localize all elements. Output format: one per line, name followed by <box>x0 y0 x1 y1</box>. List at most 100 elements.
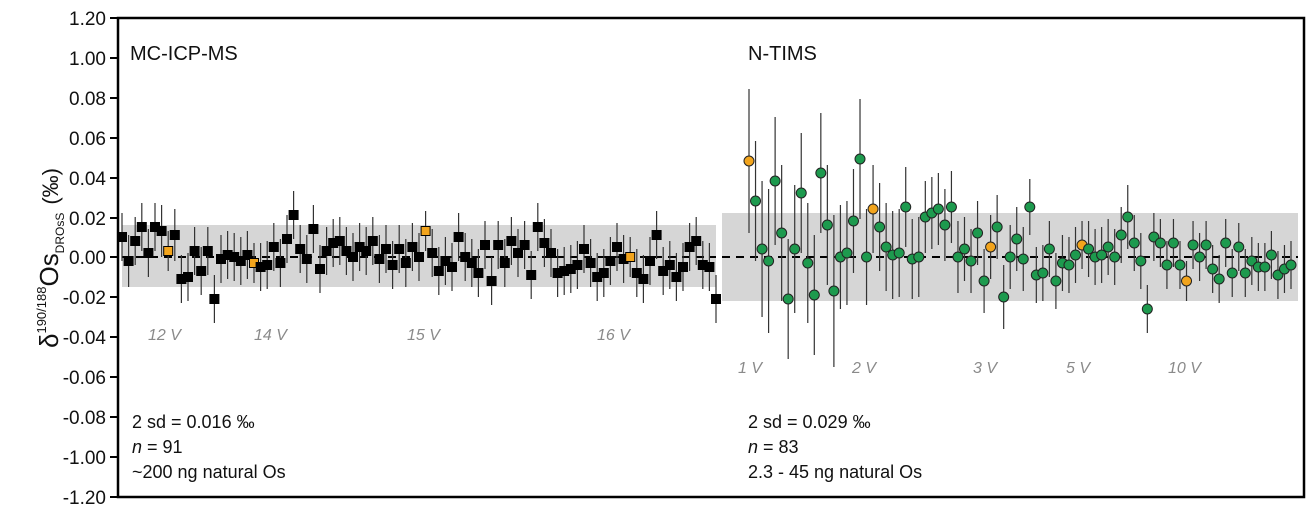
data-point <box>815 167 827 179</box>
data-point <box>123 256 134 266</box>
data-point <box>711 294 721 304</box>
data-point <box>156 226 167 236</box>
data-point <box>1239 267 1251 279</box>
data-point <box>295 244 306 254</box>
data-point <box>433 266 444 276</box>
data-point <box>526 270 537 280</box>
data-point <box>1161 259 1173 271</box>
data-point <box>381 244 391 254</box>
data-point <box>704 262 715 272</box>
data-point <box>671 272 682 282</box>
data-point <box>691 236 702 246</box>
data-point <box>440 256 451 266</box>
data-point <box>952 251 964 263</box>
y-tick-label: -1.00 <box>63 448 106 469</box>
data-point <box>1226 267 1238 279</box>
data-point <box>334 236 345 246</box>
data-point <box>1102 241 1114 253</box>
data-point <box>235 256 246 266</box>
data-point <box>308 224 319 234</box>
data-point <box>202 246 213 256</box>
data-point <box>519 240 530 250</box>
data-point <box>939 219 951 231</box>
data-point <box>1233 241 1245 253</box>
stats-sample: ~200 ng natural Os <box>132 462 286 482</box>
data-point <box>1063 259 1075 271</box>
data-point <box>1017 253 1029 265</box>
data-point <box>769 175 781 187</box>
data-point <box>473 268 484 278</box>
data-point <box>874 221 886 233</box>
data-point <box>460 252 471 262</box>
y-tick-label: -0.04 <box>63 328 107 349</box>
stats-sample: 2.3 - 45 ng natural Os <box>748 462 922 482</box>
data-point <box>750 195 762 207</box>
data-point <box>998 291 1010 303</box>
data-point <box>196 266 207 276</box>
y-axis-title: δ190/188OsDROsS(‰) <box>34 168 67 348</box>
data-point <box>268 242 279 252</box>
data-point <box>1154 237 1166 249</box>
data-point <box>1011 233 1023 245</box>
data-point <box>1265 249 1277 261</box>
data-point <box>985 241 997 253</box>
data-point <box>776 227 788 239</box>
data-point <box>913 251 925 263</box>
y-tick-label: -0.02 <box>63 288 106 309</box>
data-point <box>1109 251 1121 263</box>
data-point <box>341 246 352 256</box>
data-point <box>288 210 299 220</box>
panel-title-n-tims: N-TIMS <box>748 43 817 65</box>
data-point <box>400 258 411 268</box>
data-point <box>1207 263 1219 275</box>
stats-sd: 2 sd = 0.029 ‰ <box>748 412 871 432</box>
data-point <box>1004 251 1016 263</box>
data-points <box>117 153 1297 315</box>
data-point <box>394 244 405 254</box>
data-point <box>1187 239 1199 251</box>
data-point <box>143 248 154 258</box>
voltage-label: 10 V <box>1168 360 1202 377</box>
data-point <box>242 250 253 260</box>
data-point <box>1050 275 1062 287</box>
y-axis: 1.20 1.00 0.08 0.06 0.04 0.02 0.00 -0.02 -0.04 -0… <box>63 9 118 509</box>
y-tick-label: 0.04 <box>69 169 106 190</box>
data-point <box>321 246 332 256</box>
data-point <box>978 275 990 287</box>
y-tick-label: 0.00 <box>69 248 106 269</box>
data-point <box>763 255 775 267</box>
data-point <box>945 201 957 213</box>
data-point <box>965 255 977 267</box>
data-point <box>638 274 649 284</box>
y-tick-label: -0.06 <box>63 368 106 389</box>
data-point <box>1285 259 1297 271</box>
voltage-labels-n-tims: 1 V 2 V 3 V 5 V 10 V <box>738 360 1202 377</box>
data-point <box>579 244 589 254</box>
data-point <box>612 242 622 252</box>
data-point <box>136 222 147 232</box>
y-tick-label: -1.20 <box>63 488 106 509</box>
data-point <box>1043 243 1055 255</box>
data-point <box>387 260 398 270</box>
data-point <box>1096 249 1108 261</box>
data-point <box>407 242 418 252</box>
data-point <box>466 258 477 268</box>
panel-title-mc-icp-ms: MC-ICP-MS <box>130 43 238 65</box>
stats-n: n = 83 <box>748 437 799 457</box>
data-point <box>130 236 141 246</box>
data-point <box>301 254 312 264</box>
data-point <box>1259 261 1271 273</box>
data-point <box>427 248 438 258</box>
voltage-label: 2 V <box>851 360 877 377</box>
voltage-label: 16 V <box>597 327 631 344</box>
voltage-label: 1 V <box>738 360 763 377</box>
data-point <box>480 240 490 250</box>
data-point <box>163 246 174 256</box>
voltage-labels-mc-icp-ms: 12 V 14 V 15 V 16 V <box>148 327 631 344</box>
data-point <box>645 256 655 266</box>
data-point <box>420 226 431 236</box>
data-point <box>1037 267 1049 279</box>
data-point <box>262 260 273 270</box>
data-point <box>361 246 372 256</box>
